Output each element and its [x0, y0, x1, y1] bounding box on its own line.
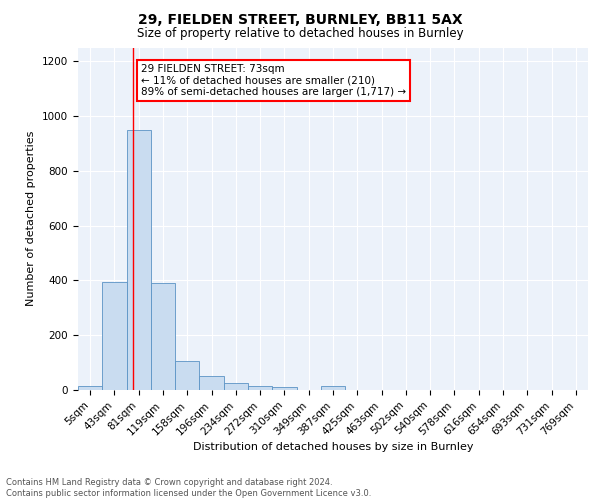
Bar	[248, 386, 272, 390]
Bar	[151, 283, 175, 390]
Bar	[272, 386, 296, 390]
Bar	[224, 383, 248, 390]
Bar	[175, 361, 199, 390]
Bar	[127, 130, 151, 390]
X-axis label: Distribution of detached houses by size in Burnley: Distribution of detached houses by size …	[193, 442, 473, 452]
Text: Size of property relative to detached houses in Burnley: Size of property relative to detached ho…	[137, 28, 463, 40]
Bar	[78, 386, 102, 390]
Y-axis label: Number of detached properties: Number of detached properties	[26, 131, 37, 306]
Text: Contains HM Land Registry data © Crown copyright and database right 2024.
Contai: Contains HM Land Registry data © Crown c…	[6, 478, 371, 498]
Bar	[102, 282, 127, 390]
Text: 29 FIELDEN STREET: 73sqm
← 11% of detached houses are smaller (210)
89% of semi-: 29 FIELDEN STREET: 73sqm ← 11% of detach…	[141, 64, 406, 97]
Bar	[321, 386, 345, 390]
Text: 29, FIELDEN STREET, BURNLEY, BB11 5AX: 29, FIELDEN STREET, BURNLEY, BB11 5AX	[137, 12, 463, 26]
Bar	[199, 376, 224, 390]
